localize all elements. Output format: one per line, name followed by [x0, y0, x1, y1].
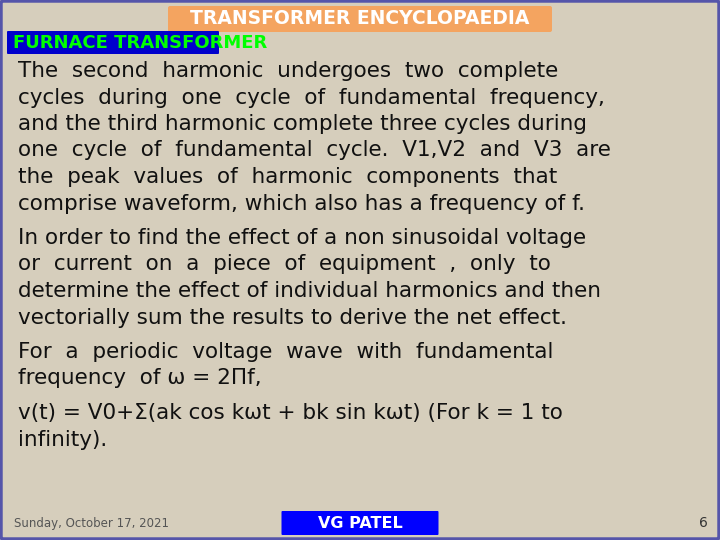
Text: comprise waveform, which also has a frequency of f.: comprise waveform, which also has a freq… [18, 193, 585, 213]
Text: determine the effect of individual harmonics and then: determine the effect of individual harmo… [18, 281, 601, 301]
FancyBboxPatch shape [7, 31, 219, 54]
Text: Sunday, October 17, 2021: Sunday, October 17, 2021 [14, 516, 169, 530]
Text: FURNACE TRANSFORMER: FURNACE TRANSFORMER [13, 33, 267, 51]
Text: TRANSFORMER ENCYCLOPAEDIA: TRANSFORMER ENCYCLOPAEDIA [190, 10, 530, 29]
Text: v(t) = V0+Σ(ak cos kωt + bk sin kωt) (For k = 1 to: v(t) = V0+Σ(ak cos kωt + bk sin kωt) (Fo… [18, 403, 563, 423]
Text: In order to find the effect of a non sinusoidal voltage: In order to find the effect of a non sin… [18, 228, 586, 248]
Text: or  current  on  a  piece  of  equipment  ,  only  to: or current on a piece of equipment , onl… [18, 254, 551, 274]
FancyBboxPatch shape [282, 511, 438, 535]
Text: 6: 6 [699, 516, 708, 530]
Text: one  cycle  of  fundamental  cycle.  V1,V2  and  V3  are: one cycle of fundamental cycle. V1,V2 an… [18, 140, 611, 160]
FancyBboxPatch shape [168, 6, 552, 32]
Text: vectorially sum the results to derive the net effect.: vectorially sum the results to derive th… [18, 307, 567, 327]
Text: infinity).: infinity). [18, 429, 107, 449]
Text: The  second  harmonic  undergoes  two  complete: The second harmonic undergoes two comple… [18, 61, 558, 81]
Text: cycles  during  one  cycle  of  fundamental  frequency,: cycles during one cycle of fundamental f… [18, 87, 605, 107]
Text: the  peak  values  of  harmonic  components  that: the peak values of harmonic components t… [18, 167, 557, 187]
Text: and the third harmonic complete three cycles during: and the third harmonic complete three cy… [18, 114, 587, 134]
Text: frequency  of ω = 2Πf,: frequency of ω = 2Πf, [18, 368, 261, 388]
Text: VG PATEL: VG PATEL [318, 516, 402, 530]
Text: For  a  periodic  voltage  wave  with  fundamental: For a periodic voltage wave with fundame… [18, 342, 554, 362]
